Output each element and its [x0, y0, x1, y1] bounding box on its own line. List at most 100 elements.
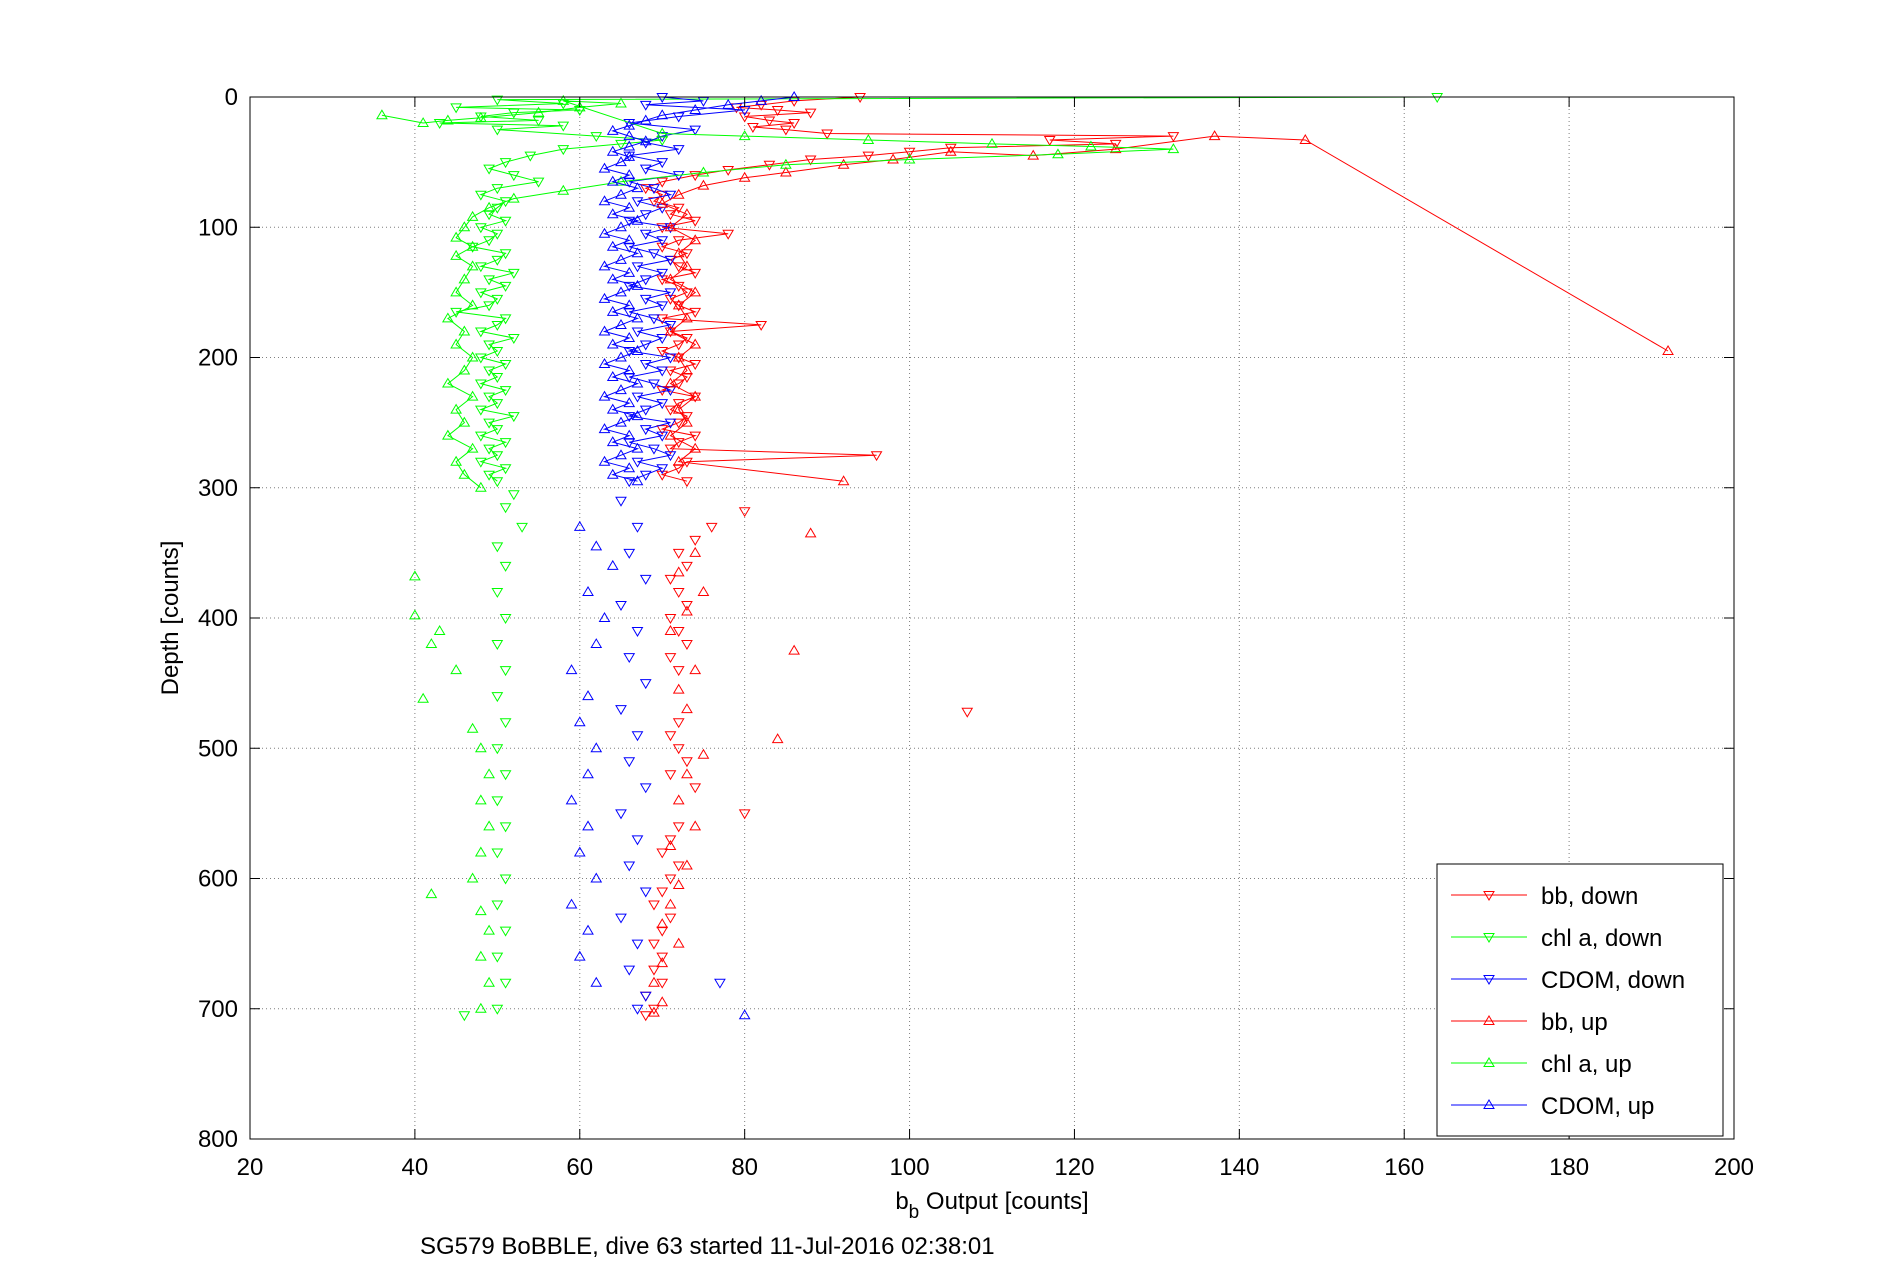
data-point: [565, 664, 578, 675]
data-point: [672, 794, 685, 805]
data-point: [615, 156, 627, 167]
data-point: [681, 364, 693, 375]
legend: bb, down chl a, down CDOM, down bb, up chl a…: [1436, 863, 1724, 1137]
data-point: [474, 1002, 487, 1013]
data-point: [648, 314, 660, 325]
x-tick-label: 200: [1714, 1154, 1754, 1181]
data-point: [672, 236, 685, 247]
data-point: [474, 794, 487, 805]
data-point: [532, 177, 545, 188]
y-tick-label: 800: [198, 1126, 238, 1153]
data-point: [491, 125, 504, 136]
data-point: [474, 457, 487, 468]
data-point: [623, 548, 636, 559]
data-point: [656, 399, 669, 410]
data-point: [1299, 133, 1312, 144]
data-point: [483, 164, 495, 175]
data-point: [483, 976, 495, 987]
data-point: [376, 109, 388, 120]
legend-label: chl a, down: [1541, 925, 1662, 952]
data-point: [656, 464, 669, 475]
data-point: [1085, 140, 1097, 151]
data-point: [623, 429, 636, 440]
data-point: [491, 587, 504, 598]
data-point: [458, 1011, 471, 1022]
series-3: [648, 130, 1674, 1017]
data-point: [672, 281, 685, 292]
data-point: [491, 320, 504, 331]
data-point: [441, 312, 454, 323]
data-point: [466, 351, 479, 362]
data-point: [450, 103, 462, 114]
data-point: [656, 952, 669, 963]
data-point: [804, 155, 817, 166]
data-point: [1109, 139, 1122, 150]
data-point: [450, 455, 462, 466]
data-point: [631, 345, 644, 355]
data-point: [507, 333, 520, 344]
data-point: [689, 125, 702, 136]
data-point: [672, 351, 685, 362]
data-point: [483, 820, 495, 831]
data-point: [689, 664, 702, 675]
data-point: [681, 260, 693, 271]
data-point: [499, 926, 512, 937]
data-point: [615, 175, 627, 186]
data-point: [639, 574, 652, 585]
data-point: [499, 281, 512, 292]
data-point: [689, 234, 702, 245]
x-tick-label: 140: [1219, 1154, 1259, 1181]
data-point: [491, 95, 504, 106]
x-tick-label: 100: [890, 1154, 930, 1181]
data-point: [474, 950, 487, 961]
legend-marker: [1483, 933, 1495, 943]
data-point: [598, 162, 611, 173]
data-point: [499, 822, 512, 833]
data-point: [507, 171, 520, 182]
data-point: [491, 848, 504, 859]
data-point: [681, 703, 693, 714]
data-point: [664, 898, 677, 909]
data-point: [664, 273, 677, 284]
data-point: [681, 561, 693, 572]
data-point: [557, 145, 570, 156]
data-point: [631, 627, 644, 638]
data-point: [606, 273, 619, 284]
data-point: [483, 301, 495, 312]
data-point: [606, 371, 619, 382]
data-point: [656, 93, 669, 103]
data-point: [623, 331, 636, 342]
data-point: [598, 195, 611, 206]
data-point: [483, 470, 495, 481]
data-point: [483, 392, 495, 403]
data-point: [763, 116, 776, 127]
data-point: [672, 627, 685, 638]
legend-label: CDOM, up: [1541, 1093, 1654, 1120]
data-point: [598, 292, 611, 303]
data-point: [615, 705, 627, 716]
data-point: [557, 94, 570, 105]
data-point: [623, 150, 636, 161]
data-point: [474, 431, 487, 442]
data-point: [771, 106, 784, 117]
data-point: [631, 410, 644, 421]
data-point: [598, 325, 611, 336]
data-point: [606, 436, 619, 447]
data-point: [672, 399, 685, 410]
data-point: [474, 288, 487, 299]
data-point: [681, 600, 693, 611]
data-point: [582, 690, 594, 701]
data-point: [466, 260, 479, 271]
data-point: [631, 197, 644, 208]
data-point: [681, 416, 693, 427]
data-point: [672, 145, 685, 156]
x-tick-label: 120: [1054, 1154, 1094, 1181]
data-point: [425, 638, 438, 649]
series-line: [439, 96, 1438, 482]
data-point: [458, 364, 471, 375]
data-point: [483, 924, 495, 935]
data-point: [598, 455, 611, 466]
data-point: [491, 425, 504, 436]
y-tick-label: 100: [198, 214, 238, 241]
data-point: [615, 384, 627, 395]
